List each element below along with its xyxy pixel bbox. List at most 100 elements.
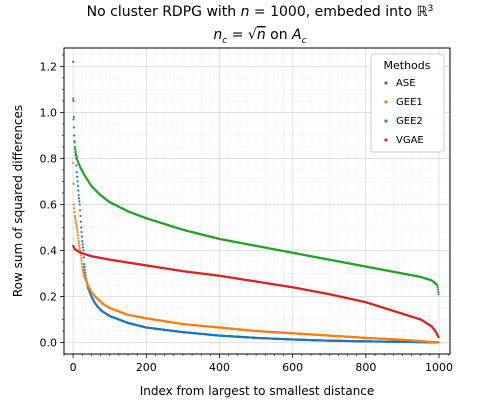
data-point: [72, 99, 75, 103]
data-point: [75, 154, 78, 157]
data-point: [75, 164, 78, 167]
x-tick-label: 200: [136, 361, 157, 374]
data-point: [80, 230, 83, 234]
x-tick-label: 600: [282, 361, 303, 374]
data-point: [437, 336, 440, 339]
data-point: [76, 228, 79, 231]
data-point: [72, 118, 75, 121]
data-point: [78, 244, 81, 247]
y-tick-label: 0.2: [40, 290, 58, 303]
plot-frame: [63, 47, 451, 355]
x-tick-label: 800: [355, 361, 376, 374]
y-tick-label: 0.8: [40, 152, 58, 165]
data-point: [76, 180, 79, 183]
legend: Methods ASE GEE1 GEE2 VGAE: [370, 53, 445, 153]
data-point: [437, 341, 440, 344]
data-point: [81, 267, 84, 270]
data-point: [73, 140, 76, 143]
data-point: [81, 243, 84, 246]
data-point: [73, 211, 76, 214]
x-tick-label: 1000: [425, 361, 453, 374]
data-point: [82, 272, 85, 276]
data-point: [437, 290, 440, 293]
y-tick-label: 0.6: [40, 198, 58, 211]
x-axis-label: Index from largest to smallest distance: [140, 384, 375, 398]
data-point: [72, 182, 75, 185]
legend-label-ase: ASE: [396, 78, 416, 89]
data-point: [73, 214, 77, 218]
legend-label-gee1: GEE1: [396, 97, 423, 108]
data-point: [74, 221, 78, 224]
y-tick-label: 1.0: [40, 106, 58, 119]
data-point: [76, 184, 79, 188]
data-point: [79, 220, 82, 223]
data-point: [84, 271, 87, 274]
data-point: [76, 230, 79, 234]
data-point: [76, 175, 79, 178]
data-point: [72, 97, 75, 100]
data-point: [73, 145, 77, 149]
y-axis-label: Row sum of squared differences: [11, 105, 25, 297]
legend-marker-vgae: [384, 138, 388, 142]
data-point: [78, 247, 81, 250]
data-point: [81, 240, 84, 243]
data-point: [74, 152, 78, 155]
legend-title: Methods: [384, 59, 431, 72]
data-point: [80, 257, 83, 260]
scatter-points: [72, 60, 440, 344]
data-point: [78, 200, 81, 203]
data-point: [72, 126, 75, 129]
data-point: [437, 293, 440, 296]
data-point: [80, 235, 84, 238]
axis-ticks: 0 200 400 600 800 1000 0.0 0.2 0.4 0.6 0.8 1.0 1.2: [40, 54, 453, 374]
data-point: [81, 269, 85, 272]
data-point: [74, 150, 77, 153]
data-point: [74, 148, 77, 151]
data-point: [77, 242, 81, 245]
data-point: [72, 161, 75, 165]
data-point: [436, 283, 439, 287]
data-point: [83, 265, 86, 269]
y-tick-label: 0.4: [40, 244, 58, 257]
data-point: [79, 209, 82, 212]
data-point: [75, 224, 78, 227]
legend-marker-ase: [384, 81, 388, 85]
series-gee1: [72, 161, 440, 344]
data-point: [74, 219, 77, 222]
legend-marker-gee2: [384, 119, 388, 123]
data-point: [82, 256, 85, 259]
data-point: [79, 254, 82, 257]
data-point: [81, 246, 85, 249]
x-tick-label: 400: [209, 361, 230, 374]
data-point: [75, 156, 78, 159]
data-point: [73, 207, 76, 210]
data-point: [78, 203, 81, 206]
chart-title-line2: nc = √n on Ac: [213, 27, 306, 46]
data-point: [80, 226, 83, 229]
data-point: [76, 157, 79, 161]
data-point: [75, 226, 78, 229]
data-point: [76, 234, 79, 237]
chart-title-line1: No cluster RDPG with n = 1000, embeded i…: [87, 4, 434, 20]
data-point: [82, 270, 85, 274]
data-point: [80, 262, 84, 265]
data-point: [77, 197, 81, 200]
data-point: [72, 115, 75, 119]
y-tick-label: 1.2: [40, 60, 58, 73]
data-point: [75, 171, 78, 174]
data-point: [83, 263, 86, 266]
data-point: [77, 189, 80, 192]
data-point: [73, 134, 76, 137]
data-point: [82, 249, 85, 252]
data-point: [436, 288, 440, 291]
data-point: [74, 217, 77, 220]
y-tick-label: 0.0: [40, 336, 58, 349]
x-tick-label: 0: [70, 361, 77, 374]
data-point: [77, 237, 80, 240]
legend-marker-gee1: [384, 100, 388, 104]
data-point: [79, 214, 82, 218]
data-point: [83, 268, 86, 271]
data-point: [72, 203, 75, 206]
data-point: [77, 240, 80, 243]
